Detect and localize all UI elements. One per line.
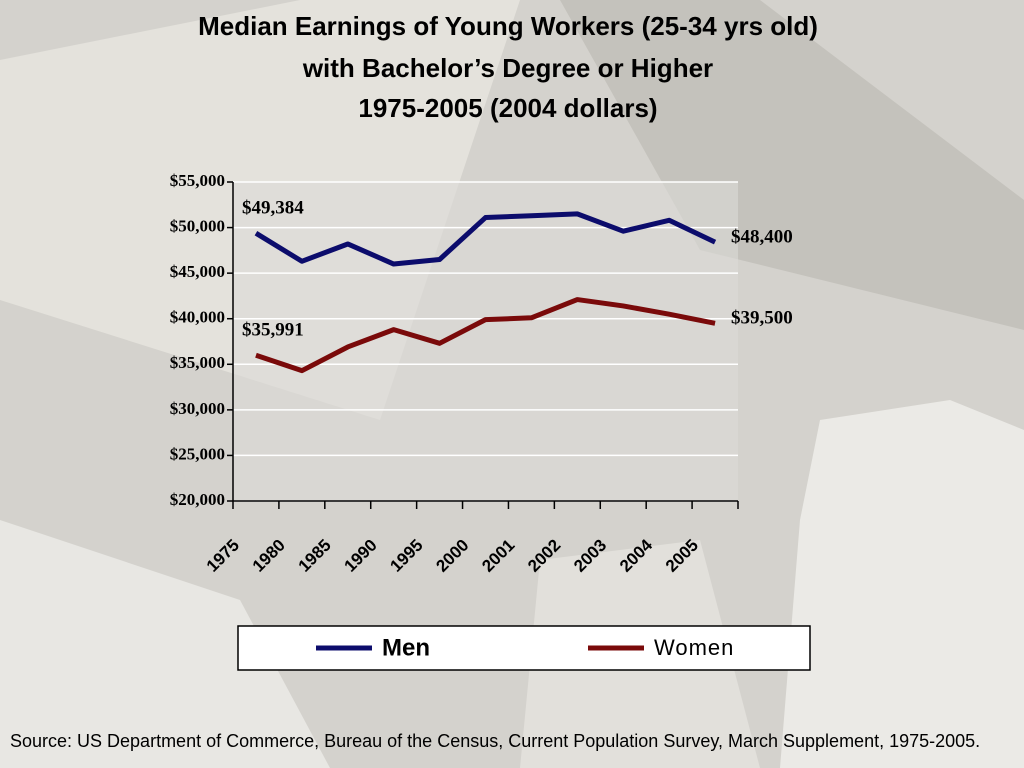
chart-title: Median Earnings of Young Workers (25-34 … [198,11,818,41]
legend-label: Men [382,634,430,661]
background-shape [0,520,330,768]
data-label: $49,384 [242,198,304,219]
y-tick-label: $35,000 [170,353,225,372]
data-label: $35,991 [242,320,304,341]
background-shape [780,400,1024,768]
series-line [255,297,716,374]
legend-label: Women [654,635,734,660]
y-tick-label: $50,000 [170,216,225,235]
y-tick-label: $25,000 [170,444,225,463]
data-label: $48,400 [731,227,793,248]
data-label: $39,500 [731,308,793,329]
y-tick-label: $55,000 [170,171,225,190]
y-tick-label: $30,000 [170,399,225,418]
plot-area [233,182,738,501]
y-tick-label: $20,000 [170,490,225,509]
y-tick-label: $40,000 [170,308,225,327]
y-tick-label: $45,000 [170,262,225,281]
source-note: Source: US Department of Commerce, Burea… [10,731,980,751]
series-line [254,211,717,267]
background-shape [560,0,1024,330]
chart-title: 1975-2005 (2004 dollars) [358,93,657,123]
chart-title: with Bachelor’s Degree or Higher [302,53,713,83]
